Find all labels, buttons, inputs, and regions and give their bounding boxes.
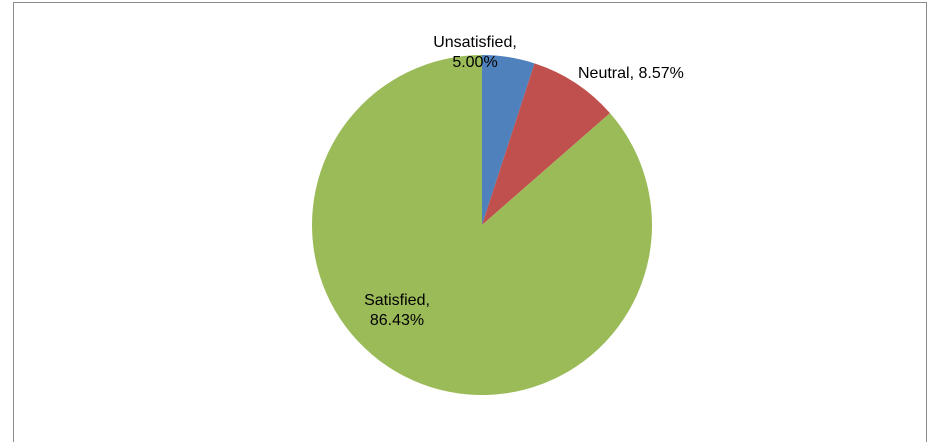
pie-slice-satisfied [311, 55, 652, 395]
data-label-unsatisfied: Unsatisfied, 5.00% [433, 34, 517, 71]
pie-slice-neutral [482, 63, 611, 225]
pie-slice-unsatisfied [482, 55, 535, 225]
data-label-neutral: Neutral, 8.57% [578, 65, 684, 82]
data-label-satisfied: Satisfied, 86.43% [364, 292, 430, 329]
